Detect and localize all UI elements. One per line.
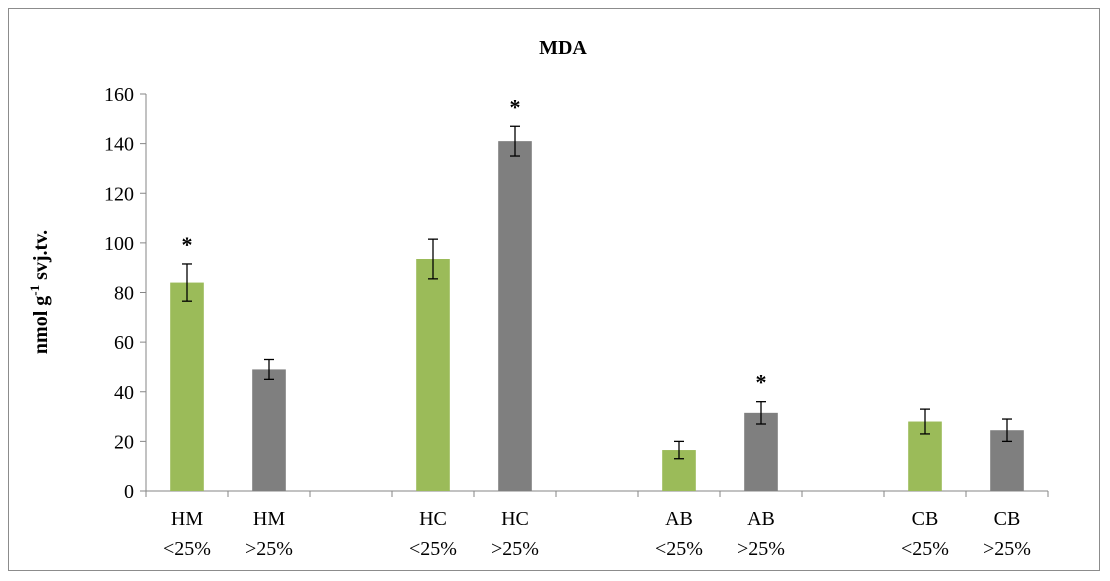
x-tick-label-line1: CB <box>912 508 939 530</box>
significance-marker: * <box>510 94 521 119</box>
x-tick-label-line2: <25% <box>901 538 949 560</box>
bar <box>252 369 286 491</box>
y-tick-label: 100 <box>104 233 134 255</box>
x-tick-label-line2: <25% <box>409 538 457 560</box>
error-bars-layer <box>182 125 1012 460</box>
y-tick-label: 160 <box>104 84 134 106</box>
x-tick-label-line2: >25% <box>245 538 293 560</box>
x-tick-label: AB >25% <box>737 508 785 560</box>
y-axis-title-superscript: -1 <box>27 285 42 296</box>
x-tick-labels-layer: HM <25% HM >25% HC <25% HC >25% AB <25% AB >25% CB <2… <box>163 508 1031 560</box>
significance-markers-layer: * * * <box>182 94 767 394</box>
x-tick-label-line2: <25% <box>163 538 211 560</box>
x-tick-label-line2: <25% <box>655 538 703 560</box>
y-axis-title: nmol g-1 svj.tv. <box>27 230 52 354</box>
y-tick-label: 0 <box>124 481 134 503</box>
significance-marker: * <box>182 232 193 257</box>
bar <box>170 282 204 491</box>
x-axis <box>145 490 1049 497</box>
y-tick-label: 20 <box>114 431 134 453</box>
x-tick-label: HM <25% <box>163 508 211 560</box>
y-axis-title-suffix: svj.tv. <box>30 230 52 285</box>
x-tick-label-line1: HM <box>253 508 285 530</box>
x-tick-label-line1: HC <box>419 508 447 530</box>
y-tick-label: 60 <box>114 332 134 354</box>
bar <box>744 412 778 491</box>
x-tick-label-line1: HM <box>171 508 203 530</box>
x-tick-label-line1: AB <box>665 508 693 530</box>
bar <box>498 141 532 492</box>
y-axis-title-main: nmol g <box>30 296 52 354</box>
x-tick-label-line2: >25% <box>737 538 785 560</box>
x-tick-label: AB <25% <box>655 508 703 560</box>
y-tick-label: 80 <box>114 283 134 305</box>
chart-title: MDA <box>539 37 587 59</box>
y-axis: 0 20 40 60 80 100 120 140 160 <box>104 84 147 503</box>
x-tick-label-line2: >25% <box>983 538 1031 560</box>
x-tick-label-line1: HC <box>501 508 529 530</box>
y-tick-label: 40 <box>114 382 134 404</box>
x-tick-label: CB <25% <box>901 508 949 560</box>
x-tick-label-line1: CB <box>994 508 1021 530</box>
bar <box>416 259 450 491</box>
x-tick-label: HC >25% <box>491 508 539 560</box>
significance-marker: * <box>756 370 767 395</box>
x-tick-label-line1: AB <box>747 508 775 530</box>
x-tick-label: HM >25% <box>245 508 293 560</box>
x-tick-label: CB >25% <box>983 508 1031 560</box>
x-tick-label: HC <25% <box>409 508 457 560</box>
y-tick-label: 120 <box>104 183 134 205</box>
x-tick-label-line2: >25% <box>491 538 539 560</box>
y-tick-label: 140 <box>104 134 134 156</box>
bars-layer <box>170 141 1024 492</box>
